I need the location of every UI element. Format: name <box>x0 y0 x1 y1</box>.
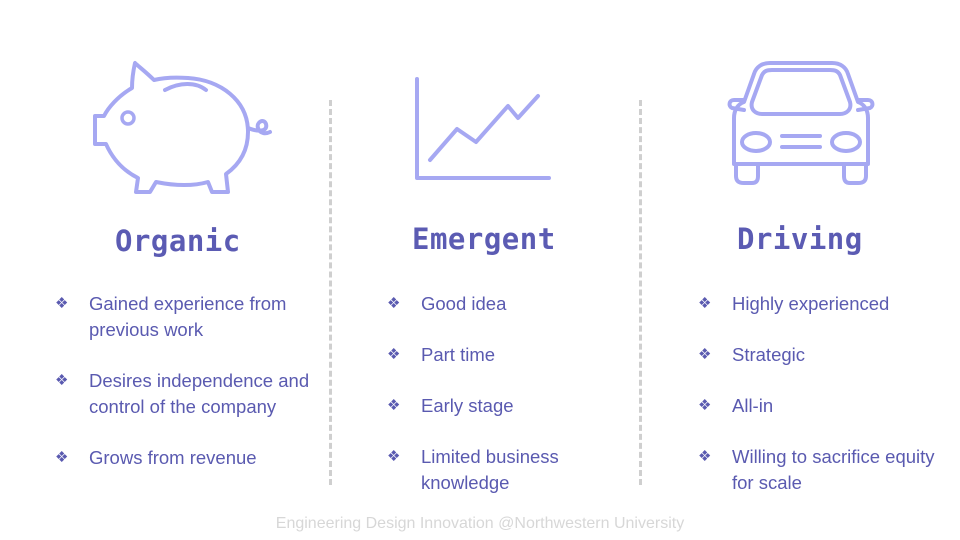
list-item: ❖ All-in <box>698 393 948 419</box>
bullet-list-emergent: ❖ Good idea ❖ Part time ❖ Early stage ❖ … <box>387 291 632 521</box>
bullet-diamond-icon: ❖ <box>387 295 401 312</box>
bullet-text: Part time <box>421 344 496 365</box>
bullet-text: All-in <box>732 395 774 416</box>
bullet-text: Early stage <box>421 395 514 416</box>
list-item: ❖ Good idea <box>387 291 632 317</box>
bullet-diamond-icon: ❖ <box>698 448 712 465</box>
column-driving: Driving ❖ Highly experienced ❖ Strategic… <box>642 0 960 540</box>
bullet-diamond-icon: ❖ <box>698 397 712 414</box>
column-title-driving: Driving <box>737 222 863 256</box>
line-chart-icon <box>415 77 551 180</box>
column-title-organic: Organic <box>115 224 241 258</box>
bullet-diamond-icon: ❖ <box>55 449 69 466</box>
bullet-list-driving: ❖ Highly experienced ❖ Strategic ❖ All-i… <box>698 291 948 521</box>
bullet-diamond-icon: ❖ <box>387 346 401 363</box>
list-item: ❖ Part time <box>387 342 632 368</box>
bullet-text: Limited business knowledge <box>421 446 559 493</box>
bullet-list-organic: ❖ Gained experience from previous work ❖… <box>55 291 320 496</box>
list-item: ❖ Strategic <box>698 342 948 368</box>
column-title-emergent: Emergent <box>412 222 556 256</box>
bullet-text: Willing to sacrifice equity for scale <box>732 446 935 493</box>
footer-text: Engineering Design Innovation @Northwest… <box>275 515 685 532</box>
column-divider <box>329 100 332 485</box>
bullet-text: Gained experience from previous work <box>89 293 287 340</box>
bullet-text: Highly experienced <box>732 293 890 314</box>
bullet-diamond-icon: ❖ <box>698 346 712 363</box>
bullet-diamond-icon: ❖ <box>387 397 401 414</box>
bullet-text: Good idea <box>421 293 507 314</box>
list-item: ❖ Willing to sacrifice equity for scale <box>698 444 948 496</box>
list-item: ❖ Limited business knowledge <box>387 444 632 496</box>
column-organic: Organic ❖ Gained experience from previou… <box>0 0 330 540</box>
bullet-diamond-icon: ❖ <box>55 295 69 312</box>
list-item: ❖ Gained experience from previous work <box>55 291 320 343</box>
piggy-bank-icon <box>93 61 272 194</box>
list-item: ❖ Highly experienced <box>698 291 948 317</box>
list-item: ❖ Early stage <box>387 393 632 419</box>
bullet-text: Strategic <box>732 344 806 365</box>
car-icon <box>727 61 875 185</box>
bullet-text: Grows from revenue <box>89 447 257 468</box>
list-item: ❖ Grows from revenue <box>55 445 320 471</box>
bullet-text: Desires independence and control of the … <box>89 370 310 417</box>
bullet-diamond-icon: ❖ <box>55 372 69 389</box>
bullet-diamond-icon: ❖ <box>698 295 712 312</box>
column-divider <box>639 100 642 485</box>
column-emergent: Emergent ❖ Good idea ❖ Part time ❖ Early… <box>332 0 640 540</box>
bullet-diamond-icon: ❖ <box>387 448 401 465</box>
list-item: ❖ Desires independence and control of th… <box>55 368 320 420</box>
